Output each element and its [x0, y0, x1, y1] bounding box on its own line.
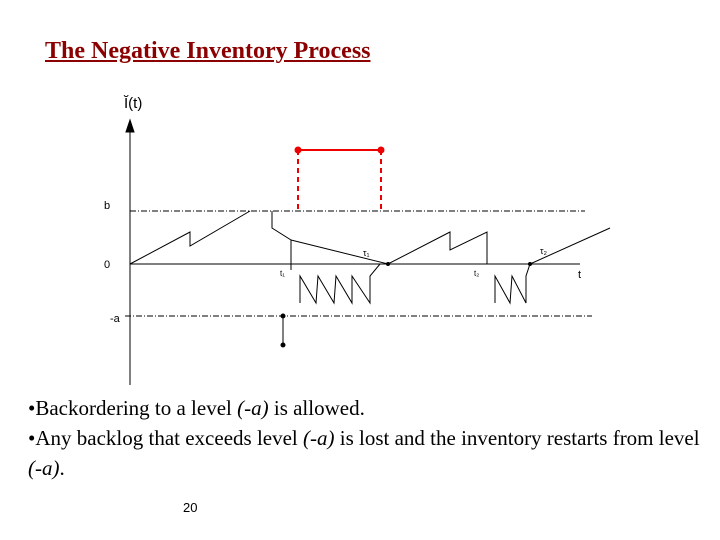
bullet: Backordering to a level (-a) is allowed. [28, 393, 708, 423]
level-label: b [104, 200, 110, 212]
text: Any backlog that exceeds level [35, 426, 304, 450]
text: Backordering to a level [35, 396, 238, 420]
x-axis-label: t [578, 269, 581, 281]
page-number: 20 [183, 500, 198, 515]
slide-title: The Negative Inventory Process [45, 38, 371, 64]
text: is lost and the inventory restarts from … [334, 426, 700, 450]
bullet-list: Backordering to a level (-a) is allowed.… [28, 393, 708, 483]
time-marker: t₂ [474, 269, 479, 278]
time-marker: τ₁ [363, 248, 370, 258]
level-label: -a [110, 313, 121, 325]
highlight [294, 146, 385, 212]
bullet: Any backlog that exceeds level (-a) is l… [28, 423, 708, 483]
diagram-lines [125, 118, 611, 385]
text: (-a) [303, 426, 335, 450]
time-marker: τ₂ [540, 246, 548, 256]
text: (-a) [28, 456, 60, 480]
y-axis-label: Ĭ(t) [123, 95, 142, 112]
text: (-a) [237, 396, 269, 420]
level-label: 0 [104, 259, 110, 271]
text: . [59, 456, 65, 480]
time-marker: t₁ [280, 269, 285, 278]
text: is allowed. [268, 396, 365, 420]
